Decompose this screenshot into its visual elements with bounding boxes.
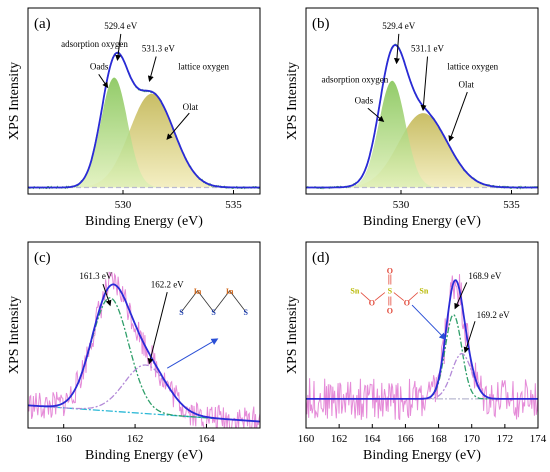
oxygen-atom: O [387,307,393,316]
y-axis-label: XPS Intensity [285,62,300,140]
x-tick-label: 170 [463,433,480,445]
pointer-arrow [98,74,109,89]
sulfur-atom: S [179,308,184,317]
x-axis-label: Binding Energy (eV) [85,448,203,463]
annotation-label: lattice oxygen [178,61,229,71]
x-tick-label: 162 [331,433,348,445]
x-tick-label: 530 [115,199,132,211]
bond-line [393,292,405,301]
sulfur-atom: S [211,308,216,317]
plot-frame [27,241,261,429]
x-tick-label: 164 [198,433,215,445]
tin-atom: Sn [419,287,428,296]
envelope-fit-line [28,283,260,423]
plot-area [306,43,538,190]
envelope-fit-line [306,44,538,189]
plot-frame [305,241,539,429]
y-axis-label: XPS Intensity [7,296,22,374]
x-axis-label: Binding Energy (eV) [85,214,203,229]
pointer-arrow [102,283,112,307]
plot-frame [305,7,539,195]
panel-label: (d) [312,250,330,266]
x-tick-label: 168 [430,433,447,445]
bond-line [229,290,247,313]
pointer-arrow [393,33,400,65]
bond-line [374,292,386,301]
indium-atom: In [226,287,234,296]
pointer-arrow [411,304,447,341]
x-axis-label: Binding Energy (eV) [363,448,481,463]
x-tick-label: 535 [225,199,242,211]
annotation-label: Oads [355,95,374,105]
x-tick-label: 164 [364,433,381,445]
x-axis-label: Binding Energy (eV) [363,214,481,229]
pointer-arrow [147,56,157,82]
plot-area [28,51,260,190]
pointer-arrow [166,112,190,140]
raw-data-line [28,271,260,428]
plot-area [306,274,538,421]
panel-label: (a) [34,16,51,32]
x-tick-label: 166 [397,433,414,445]
pointer-arrow [463,321,476,354]
panel-b: 530 535 Binding Energy (eV) XPS Intensity (b… [285,7,539,229]
annotation-label: 531.1 eV [411,44,444,54]
indium-atom: In [194,287,202,296]
plot-frame [27,7,261,195]
x-tick-label: 172 [497,433,514,445]
annotation-label: 529.4 eV [382,21,415,31]
annotation-label: 161.3 eV [79,271,112,281]
x-tick-label: 530 [393,199,410,211]
raw-data-line [306,274,538,421]
oxygen-atom: O [369,299,375,308]
bond-line [181,290,198,313]
bond-line [197,290,214,313]
annotation-label: 529.4 eV [104,21,137,31]
x-tick-label: 162 [127,433,144,445]
x-tick-label: 160 [55,433,72,445]
peak-Olat [306,113,538,188]
panel-c: 160 162 164 Binding Energy (eV) XPS Intensit… [7,241,261,463]
sulfur-atom: S [243,308,248,317]
envelope-fit-line [306,279,538,400]
annotation-label: Olat [458,79,474,89]
pointer-arrow [454,282,468,310]
annotation-label: lattice oxygen [447,61,498,71]
x-tick-label: 160 [298,433,315,445]
pointer-arrow [115,33,122,61]
panel-label: (b) [312,16,330,32]
annotation-label: 168.9 eV [468,271,501,281]
pointer-arrow [166,338,219,369]
oxygen-atom: O [387,267,393,276]
bond-line [360,292,371,301]
panel-d: 160 162 164 166 168 170 172 174 Binding Energy (… [285,241,547,463]
envelope-fit-line [28,51,260,189]
annotation-label: Oads [90,61,109,71]
annotation-label: 169.2 eV [477,310,510,320]
pointer-arrow [448,91,468,142]
x-tick-label: 535 [503,199,520,211]
x-tick-label: 174 [530,433,547,445]
bond-line [408,292,419,301]
pointer-arrow [420,56,429,112]
peak-Olat [28,93,260,188]
pointer-arrow [367,107,385,122]
panel-label: (c) [34,250,51,266]
y-axis-label: XPS Intensity [285,296,300,374]
annotation-label: Olat [183,102,199,112]
tin-atom: Sn [350,287,359,296]
oxygen-atom: O [404,299,410,308]
plot-area [28,271,260,428]
sulfur-atom: S [388,287,393,296]
pointer-arrow [147,292,168,365]
y-axis-label: XPS Intensity [7,62,22,140]
bond-line [213,290,230,313]
panel-a: 530 535 Binding Energy (eV) XPS Intensity (a… [7,7,261,229]
annotation-label: 531.3 eV [142,44,175,54]
annotation-label: adsorption oxygen [61,39,128,49]
annotation-label: adsorption oxygen [321,74,388,84]
annotation-label: 162.2 eV [151,279,184,289]
